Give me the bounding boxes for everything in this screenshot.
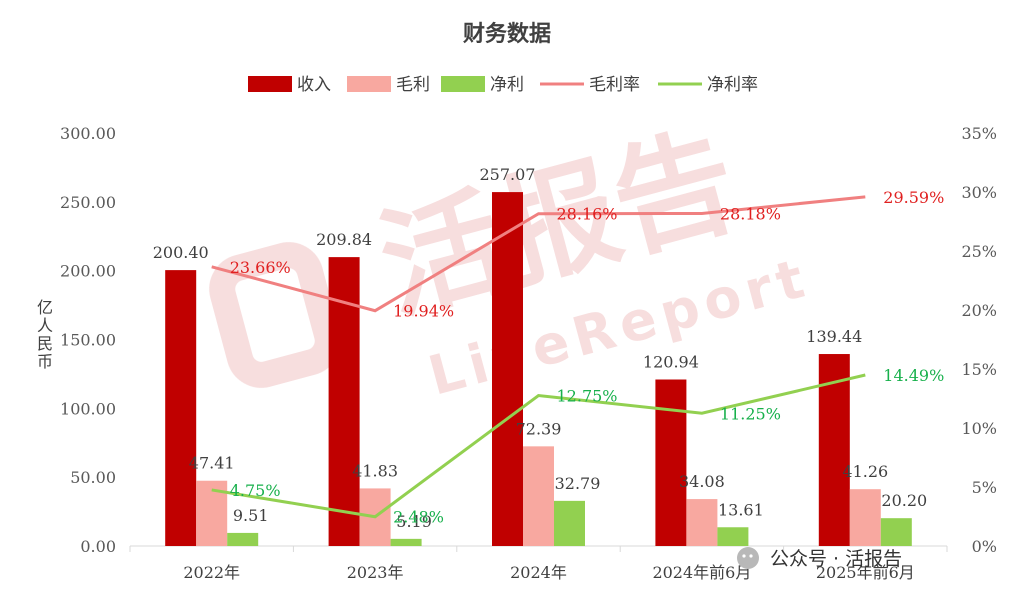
chart-title: 财务数据 [463, 21, 551, 47]
bar-2-0 [227, 532, 259, 546]
left-tick-label: 150.00 [60, 331, 116, 350]
bar-1-2 [523, 446, 554, 546]
bar-1-4 [849, 489, 881, 546]
bar-label-0-3: 120.94 [643, 353, 699, 372]
bar-0-0 [165, 270, 197, 546]
bar-label-2-1: 5.19 [396, 512, 432, 531]
left-tick-label: 300.00 [60, 124, 116, 143]
bar-label-2-0: 9.51 [233, 506, 269, 525]
bar-label-0-0: 200.40 [153, 243, 209, 262]
legend-swatch-2 [441, 76, 485, 92]
left-axis-ticks: 0.00 50.00 100.00 150.00 200.00 250.00 300.00 [60, 124, 116, 556]
left-tick-label: 250.00 [60, 193, 116, 212]
legend-swatch-1 [347, 76, 391, 92]
bar-label-1-2: 72.39 [516, 419, 562, 438]
right-tick-label: 5% [972, 478, 997, 497]
right-tick-label: 25% [961, 242, 997, 261]
watermark-logo-mark [209, 242, 341, 388]
y-axis-label-char: 民 [37, 334, 53, 353]
category-labels: 2022年 2023年 2024年 2024年前6月 2025年前6月 [183, 563, 914, 582]
line-label-1-3: 11.25% [720, 404, 781, 423]
right-tick-label: 30% [961, 183, 997, 202]
bar-data-labels: 200.40 209.84 257.07 120.94 139.44 47.41 41.83… [153, 165, 927, 531]
bar-label-1-1: 41.83 [352, 461, 398, 480]
bar-label-1-4: 41.26 [842, 462, 888, 481]
left-tick-label: 50.00 [70, 468, 116, 487]
lines [211, 195, 866, 519]
legend: 收入 毛利 净利 毛利率 净利率 [248, 75, 758, 95]
bar-label-0-4: 139.44 [806, 327, 862, 346]
bar-label-2-2: 32.79 [555, 474, 601, 493]
bar-label-2-4: 20.20 [881, 491, 927, 510]
line-label-0-4: 29.59% [883, 188, 944, 207]
y-axis-label-char: 币 [37, 352, 53, 371]
legend-swatch-0 [248, 76, 292, 92]
line-label-0-3: 28.18% [720, 204, 781, 223]
y-axis-label-char: 人 [37, 316, 53, 335]
bar-label-1-0: 47.41 [189, 454, 235, 473]
bar-0-2 [492, 192, 523, 547]
right-tick-label: 20% [961, 301, 997, 320]
line-label-0-0: 23.66% [230, 258, 291, 277]
bar-2-3 [717, 527, 749, 546]
left-tick-label: 0.00 [80, 537, 116, 556]
line-label-1-1: 2.48% [393, 508, 444, 527]
right-tick-label: 35% [961, 124, 997, 143]
line-label-1-2: 12.75% [557, 387, 618, 406]
line-label-1-4: 14.49% [883, 366, 944, 385]
category-label-3: 2024年前6月 [652, 563, 751, 582]
legend-label-1: 毛利 [396, 75, 430, 95]
bar-label-0-2: 257.07 [480, 165, 536, 184]
line-label-0-1: 19.94% [393, 302, 454, 321]
legend-label-0: 收入 [297, 75, 331, 95]
left-tick-label: 200.00 [60, 262, 116, 281]
category-label-0: 2022年 [183, 563, 240, 582]
category-label-2: 2024年 [510, 563, 567, 582]
wechat-text: 公众号 · 活报告 [770, 548, 902, 570]
right-tick-label: 10% [961, 419, 997, 438]
legend-label-3: 毛利率 [589, 75, 640, 95]
category-label-4: 2025年前6月 [816, 563, 915, 582]
legend-label-2: 净利 [490, 75, 524, 95]
bar-label-0-1: 209.84 [316, 230, 372, 249]
wechat-icon [737, 547, 759, 569]
bar-2-2 [554, 500, 585, 546]
left-tick-label: 100.00 [60, 399, 116, 418]
bar-label-2-3: 13.61 [718, 500, 764, 519]
right-tick-label: 0% [972, 537, 997, 556]
legend-label-4: 净利率 [707, 75, 758, 95]
line-label-1-0: 4.75% [230, 481, 281, 500]
line-label-0-2: 28.16% [557, 205, 618, 224]
category-label-1: 2023年 [347, 563, 404, 582]
right-axis-ticks: 0% 5% 10% 15% 20% 25% 30% 35% [961, 124, 997, 556]
bar-1-3 [686, 499, 718, 546]
bar-2-4 [880, 518, 912, 546]
wechat-badge: 公众号 · 活报告 [737, 547, 902, 570]
category-tick-marks [129, 546, 948, 552]
bar-label-1-3: 34.08 [679, 472, 725, 491]
bar-0-3 [655, 379, 687, 546]
bars [165, 192, 912, 547]
right-tick-label: 15% [961, 360, 997, 379]
line-data-labels: 23.66% 19.94% 28.16% 28.18% 29.59% 4.75% 2.48%… [230, 188, 945, 527]
y-axis-label-char: 亿 [37, 298, 53, 317]
bar-2-1 [390, 538, 422, 546]
